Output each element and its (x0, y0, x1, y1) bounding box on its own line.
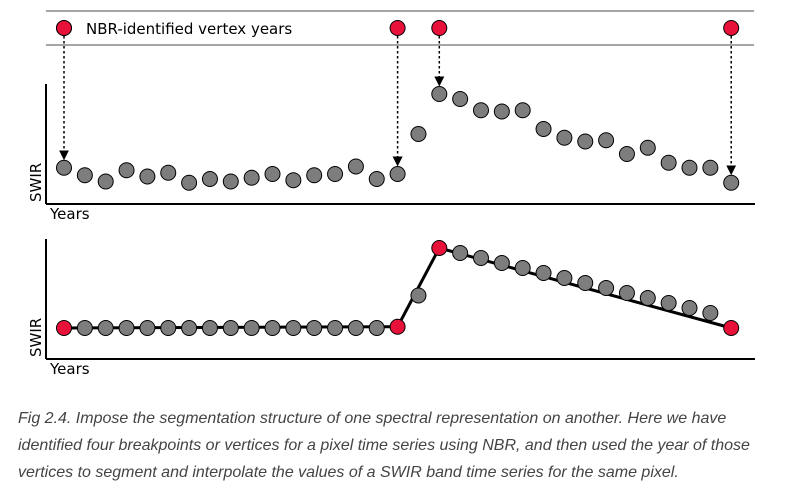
data-point (535, 121, 552, 137)
data-point (139, 168, 156, 185)
data-point (76, 167, 93, 184)
data-point (639, 290, 656, 306)
vertex-year-marker (56, 20, 72, 36)
data-point (452, 91, 469, 107)
data-point (598, 280, 615, 296)
data-point (181, 174, 198, 191)
data-point (639, 139, 656, 156)
data-point (660, 154, 677, 171)
data-point (306, 320, 323, 336)
data-point (264, 320, 281, 336)
bottom-y-axis-label: SWIR (27, 318, 45, 357)
data-point (264, 166, 281, 182)
data-point (368, 171, 385, 187)
vertex-point (431, 240, 448, 256)
bottom-points (56, 240, 740, 336)
data-point (410, 126, 427, 142)
top-panel: SWIR Years (27, 84, 755, 223)
data-point (598, 132, 615, 149)
data-point (181, 320, 198, 336)
data-point (222, 173, 239, 190)
data-point (514, 102, 531, 119)
data-point (243, 320, 260, 336)
data-point (473, 102, 489, 119)
data-point (723, 174, 740, 191)
data-point (347, 320, 364, 336)
segmentation-figure: NBR-identified vertex years SWIR Years S… (27, 10, 755, 378)
vertex-point (723, 320, 740, 336)
vertex-year-marker (389, 20, 406, 36)
vertex-point (56, 320, 72, 336)
data-point (577, 275, 594, 291)
data-point (702, 159, 719, 176)
data-point (306, 167, 323, 184)
data-point (201, 171, 218, 187)
data-point (56, 159, 72, 176)
data-point (97, 173, 114, 190)
data-point (97, 320, 114, 336)
data-point (410, 287, 427, 304)
data-point (556, 129, 573, 146)
data-point (118, 162, 135, 179)
data-point (118, 320, 135, 336)
top-y-axis-label: SWIR (27, 163, 45, 202)
data-point (160, 320, 177, 336)
data-point (201, 320, 218, 336)
vertex-arrows (56, 20, 740, 176)
data-point (681, 300, 698, 316)
data-point (389, 166, 406, 182)
data-point (327, 166, 344, 182)
data-point (139, 320, 156, 336)
data-point (681, 159, 698, 176)
data-point (222, 320, 239, 336)
data-point (243, 169, 260, 186)
data-point (76, 320, 93, 336)
data-point (556, 270, 573, 286)
data-point (493, 103, 510, 120)
segment-line (396, 247, 441, 328)
data-point (160, 164, 177, 181)
figure-caption: Fig 2.4. Impose the segmentation structu… (18, 410, 750, 481)
data-point (702, 305, 719, 321)
data-point (618, 146, 635, 162)
top-points (56, 86, 740, 191)
legend: NBR-identified vertex years (46, 10, 754, 46)
data-point (618, 285, 635, 301)
data-point (347, 158, 364, 175)
data-point (577, 133, 594, 150)
data-point (514, 260, 531, 276)
data-point (285, 172, 302, 189)
vertex-point (389, 318, 406, 335)
bottom-panel: SWIR Years (27, 239, 755, 378)
legend-label: NBR-identified vertex years (86, 20, 292, 38)
data-point (660, 295, 677, 311)
top-x-axis-label: Years (49, 205, 90, 223)
vertex-year-marker (431, 20, 448, 36)
bottom-x-axis-label: Years (49, 360, 90, 378)
vertex-year-marker (723, 20, 740, 36)
data-point (473, 250, 489, 266)
data-point (452, 245, 469, 261)
data-point (327, 320, 344, 336)
data-point (535, 265, 552, 281)
data-point (285, 320, 302, 336)
data-point (431, 86, 448, 102)
data-point (493, 255, 510, 271)
data-point (368, 320, 385, 336)
